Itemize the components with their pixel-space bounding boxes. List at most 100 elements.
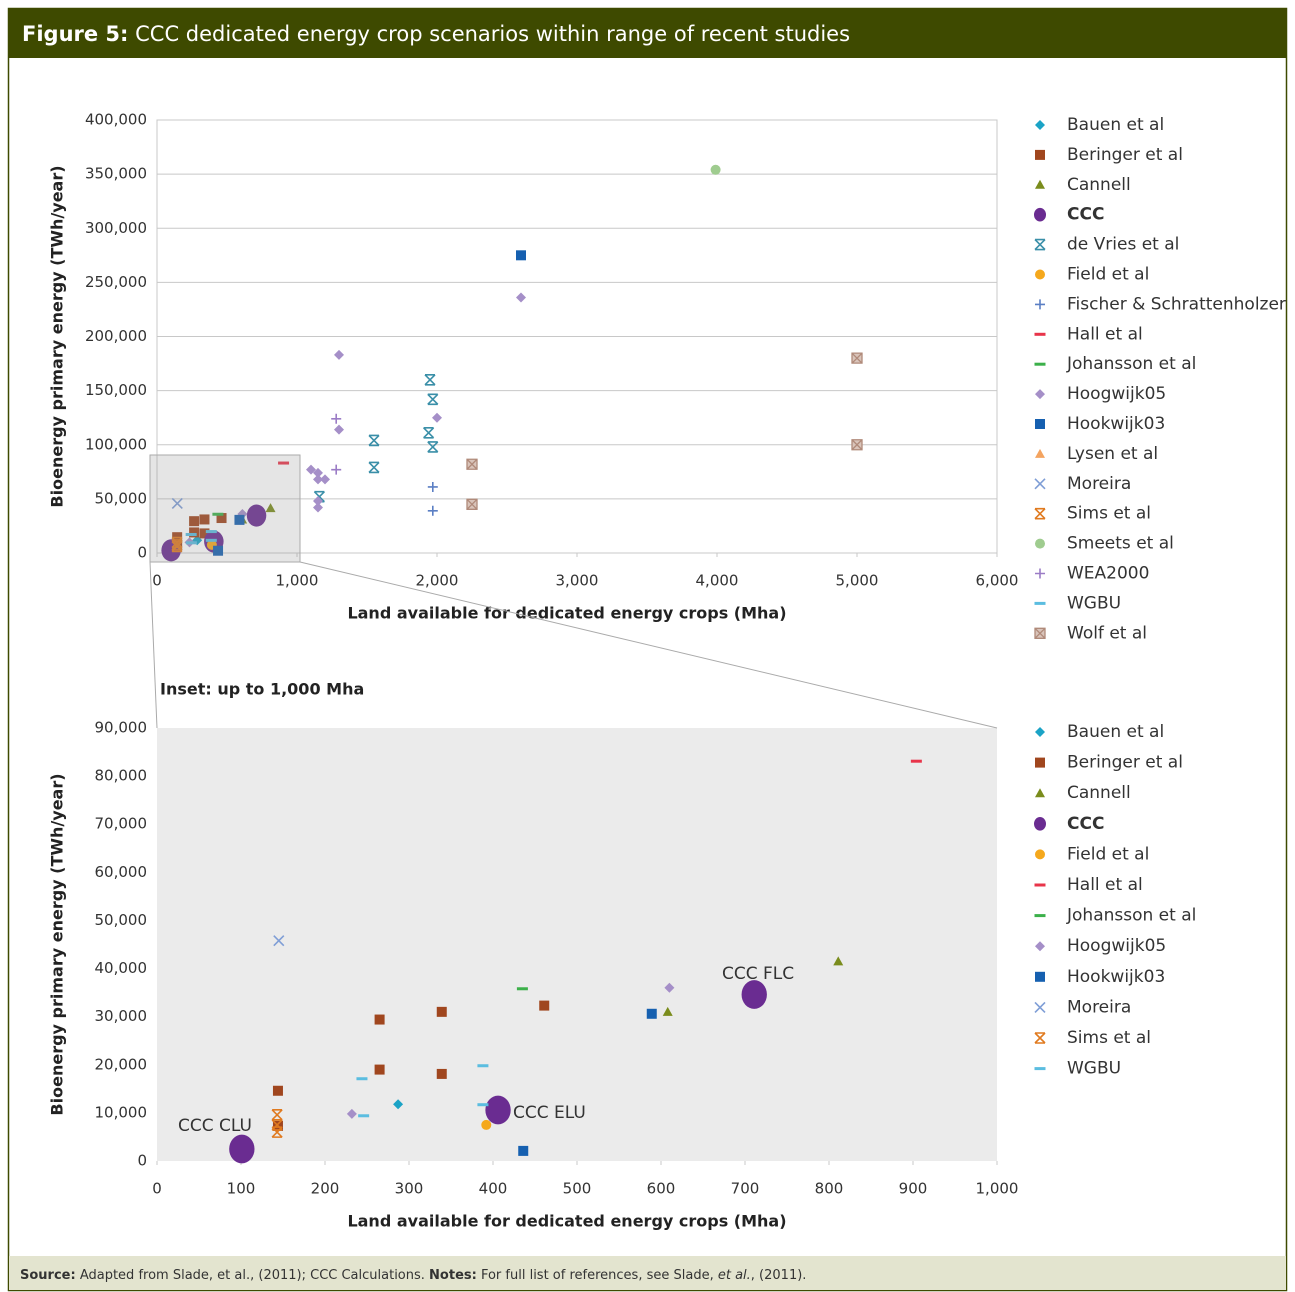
legend-label: Sims et al <box>1067 504 1151 524</box>
y-tick-label: 60,000 <box>95 863 148 881</box>
point <box>334 349 344 360</box>
annotation: CCC ELU <box>513 1103 586 1123</box>
point <box>313 474 323 485</box>
y-tick-label: 150,000 <box>85 381 147 399</box>
point <box>278 461 290 465</box>
x-tick-label: 5,000 <box>836 572 879 590</box>
legend-marker <box>1034 1001 1046 1013</box>
point <box>189 527 200 538</box>
point <box>265 503 276 513</box>
point <box>393 1099 404 1110</box>
notes-end: , (2011). <box>751 1268 807 1283</box>
point <box>466 498 478 510</box>
legend-marker <box>1035 389 1045 400</box>
legend-marker <box>1035 179 1045 189</box>
x-tick-label: 2,000 <box>416 572 459 590</box>
annotation: CCC FLC <box>722 964 794 984</box>
point <box>424 374 436 386</box>
point <box>432 412 442 423</box>
header: Figure 5: CCC dedicated energy crop scen… <box>22 22 850 46</box>
legend-label: Lysen et al <box>1067 444 1158 464</box>
plot-background <box>157 728 997 1161</box>
chart-title: Inset: up to 1,000 Mha <box>160 680 364 699</box>
y-tick-label: 20,000 <box>95 1055 148 1073</box>
legend-label: Johansson et al <box>1066 354 1196 374</box>
y-axis-label: Bioenergy primary energy (TWh/year) <box>48 165 67 507</box>
point <box>664 982 675 993</box>
legend-marker <box>1035 419 1045 429</box>
point <box>205 530 217 534</box>
point <box>662 1006 673 1016</box>
point <box>213 545 224 556</box>
point <box>485 1095 511 1125</box>
legend-marker <box>1035 849 1045 860</box>
legend-marker <box>1034 1067 1046 1071</box>
y-tick-label: 80,000 <box>95 767 148 785</box>
legend-label: Field et al <box>1067 844 1149 864</box>
inset-connector <box>299 561 998 729</box>
y-tick-label: 250,000 <box>85 273 147 291</box>
point <box>477 1103 489 1107</box>
legend-label: CCC <box>1067 814 1104 834</box>
point <box>331 464 342 475</box>
x-tick-label: 200 <box>311 1180 340 1198</box>
point <box>436 1068 447 1079</box>
point <box>741 980 767 1009</box>
point <box>427 481 438 492</box>
legend-marker <box>1034 914 1046 918</box>
legend-marker <box>1035 757 1045 768</box>
legend-marker <box>1035 568 1045 579</box>
point <box>851 352 863 364</box>
point <box>171 539 183 551</box>
point <box>910 759 922 763</box>
point <box>427 441 439 453</box>
y-tick-label: 50,000 <box>95 489 148 507</box>
point <box>246 504 267 527</box>
legend-marker <box>1034 478 1046 490</box>
legend-label: Bauen et al <box>1067 722 1164 742</box>
legend-marker <box>1034 507 1046 520</box>
point <box>851 439 863 451</box>
header-band <box>8 8 1287 58</box>
legend-label: Fischer & Schrattenholzer <box>1067 294 1286 314</box>
legend-label: WEA2000 <box>1067 564 1149 584</box>
y-tick-label: 50,000 <box>95 911 148 929</box>
point <box>516 987 528 991</box>
legend-label: Field et al <box>1067 265 1149 285</box>
point <box>427 505 438 516</box>
annotation: CCC CLU <box>178 1116 252 1136</box>
point <box>481 1119 492 1130</box>
point <box>205 538 217 542</box>
y-tick-label: 0 <box>137 1152 147 1170</box>
point <box>346 1108 357 1119</box>
point <box>427 393 439 406</box>
x-tick-label: 1,000 <box>976 1180 1019 1198</box>
legend-label: Hoogwijk05 <box>1067 936 1166 956</box>
point <box>199 528 210 539</box>
point <box>374 1064 385 1075</box>
y-tick-label: 30,000 <box>95 1007 148 1025</box>
legend-marker <box>1034 207 1046 222</box>
legend-marker <box>1035 269 1045 280</box>
legend-marker <box>1034 817 1046 831</box>
point <box>234 514 245 525</box>
point <box>320 474 330 485</box>
x-tick-label: 0 <box>152 572 162 590</box>
legend-label: Hoogwijk05 <box>1067 384 1166 404</box>
legend-label: Moreira <box>1067 997 1131 1017</box>
point <box>368 461 380 474</box>
point <box>356 1077 368 1081</box>
legend-label: Cannell <box>1067 783 1131 803</box>
legend-label: Beringer et al <box>1067 145 1183 165</box>
x-axis-label: Land available for dedicated energy crop… <box>347 604 786 623</box>
legend-marker <box>1035 941 1045 952</box>
legend-marker <box>1034 238 1046 251</box>
x-tick-label: 900 <box>899 1180 928 1198</box>
legend-marker <box>1034 362 1046 366</box>
legend-label: Beringer et al <box>1067 753 1183 773</box>
x-tick-label: 0 <box>152 1180 162 1198</box>
point <box>539 1000 550 1011</box>
point <box>189 516 200 527</box>
legend-label: Bauen et al <box>1067 115 1164 135</box>
